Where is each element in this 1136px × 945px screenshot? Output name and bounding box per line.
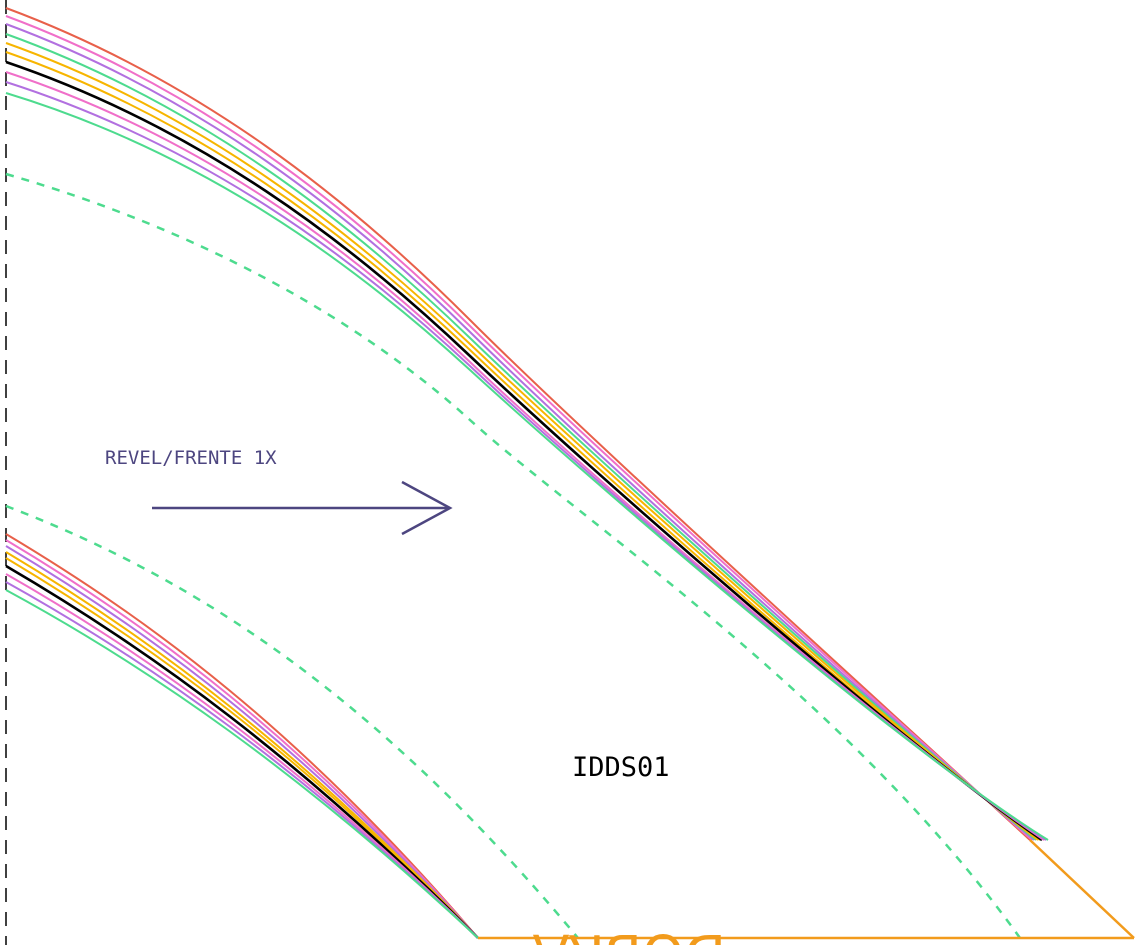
- grain-label: REVEL/FRENTE 1X: [105, 447, 277, 469]
- fold-label: DOBRA: [533, 922, 726, 945]
- size-line: [5, 557, 479, 939]
- grain-arrow: [152, 480, 453, 536]
- size-line: [5, 92, 1049, 841]
- hem-edge: [1029, 839, 1135, 939]
- size-line: [5, 15, 1033, 841]
- size-line: [5, 573, 479, 939]
- lower-size-lines: [5, 533, 479, 939]
- grain-arrow-head: [401, 480, 453, 536]
- seam-allowance-lower: [5, 504, 579, 939]
- size-line: [5, 533, 479, 939]
- size-line: [5, 589, 479, 939]
- size-line: [5, 7, 1031, 841]
- piece-id-label: IDDS01: [572, 752, 670, 783]
- size-line: [5, 42, 1039, 841]
- size-line: [5, 23, 1035, 841]
- size-line: [5, 33, 1037, 841]
- size-line: [5, 60, 1043, 842]
- seam-allowance-upper: [5, 172, 1022, 939]
- size-line: [5, 51, 1041, 841]
- upper-size-lines: [5, 7, 1049, 842]
- size-line: [5, 539, 479, 939]
- size-line: [5, 581, 479, 939]
- size-line: [5, 564, 479, 939]
- size-line: [5, 551, 479, 939]
- size-line: [5, 545, 479, 939]
